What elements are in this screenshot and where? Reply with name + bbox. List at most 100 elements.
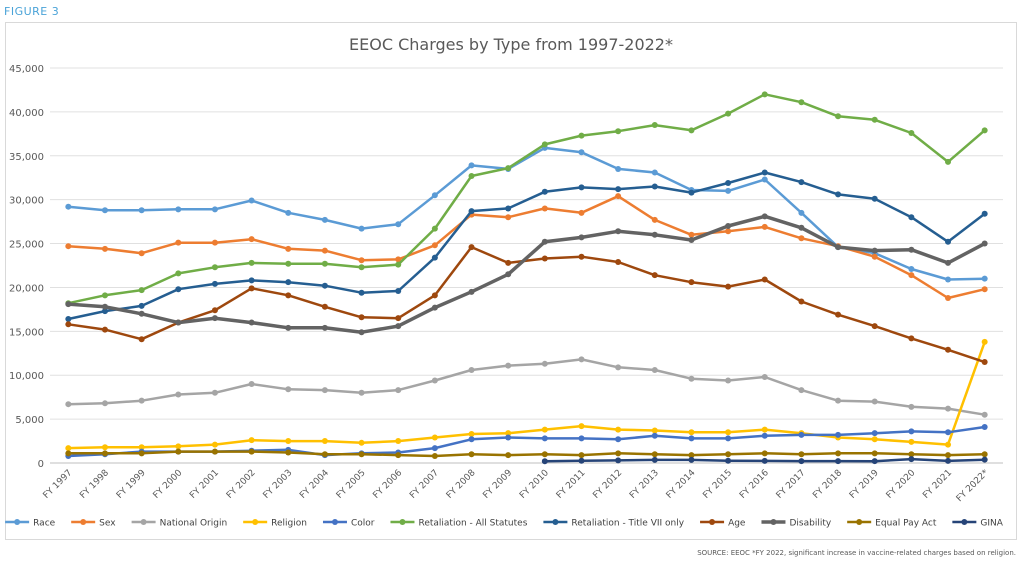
data-point [322, 283, 328, 289]
data-point [652, 217, 658, 223]
data-point [688, 429, 694, 435]
data-point [798, 210, 804, 216]
data-point [835, 113, 841, 119]
data-point [725, 429, 731, 435]
legend-item: Age [700, 519, 746, 529]
legend-swatch-marker [141, 519, 147, 525]
data-point [505, 260, 511, 266]
data-point [945, 442, 951, 448]
data-point [212, 307, 218, 313]
data-point [578, 458, 584, 464]
legend-swatch-marker [399, 519, 405, 525]
legend-label: Religion [271, 519, 307, 529]
legend: Race Sex National Origin Religion Color Retal… [5, 519, 1004, 529]
series-lines [65, 91, 987, 464]
data-point [212, 449, 218, 455]
data-point [652, 433, 658, 439]
gridlines [50, 68, 1003, 463]
x-tick-label: FY 1999 [115, 468, 148, 501]
data-point [688, 127, 694, 133]
legend-label: Equal Pay Act [875, 519, 937, 529]
series-line [68, 216, 984, 332]
data-point [762, 427, 768, 433]
data-point [725, 435, 731, 441]
series-line [68, 342, 984, 448]
data-point [872, 248, 878, 254]
source-note: SOURCE: EEOC *FY 2022, significant incre… [697, 549, 1016, 557]
legend-item: Sex [71, 519, 116, 529]
x-tick-label: FY 2003 [262, 468, 295, 501]
data-point [688, 232, 694, 238]
data-point [139, 311, 145, 317]
data-point [542, 458, 548, 464]
data-point [542, 361, 548, 367]
data-point [982, 457, 988, 463]
legend-label: Disability [789, 519, 831, 529]
data-point [395, 221, 401, 227]
data-point [322, 325, 328, 331]
data-point [432, 445, 438, 451]
data-point [982, 424, 988, 430]
data-point [102, 444, 108, 450]
data-point [798, 179, 804, 185]
data-point [945, 429, 951, 435]
series-line [68, 452, 984, 456]
data-point [395, 315, 401, 321]
y-tick-label: 0 [38, 459, 44, 470]
data-point [285, 210, 291, 216]
legend-swatch-marker [332, 519, 338, 525]
x-tick-label: FY 1997 [42, 468, 75, 501]
data-point [615, 228, 621, 234]
data-point [615, 457, 621, 463]
data-point [102, 450, 108, 456]
data-point [578, 435, 584, 441]
data-point [505, 363, 511, 369]
legend-item: Equal Pay Act [847, 519, 937, 529]
data-point [139, 336, 145, 342]
x-tick-label: FY 2022* [955, 468, 991, 504]
legend-swatch-marker [14, 519, 20, 525]
data-point [798, 387, 804, 393]
data-point [835, 398, 841, 404]
y-tick-label: 35,000 [9, 152, 44, 163]
data-point [835, 450, 841, 456]
series-retaliation-title-vii-only [65, 169, 987, 322]
data-point [615, 128, 621, 134]
series-line [68, 247, 984, 362]
data-point [982, 451, 988, 457]
legend-label: Sex [99, 519, 116, 529]
legend-label: Retaliation - All Statutes [418, 519, 527, 529]
data-point [249, 437, 255, 443]
data-point [212, 315, 218, 321]
x-tick-label: FY 2018 [811, 468, 844, 501]
data-point [982, 211, 988, 217]
data-point [285, 449, 291, 455]
data-point [578, 184, 584, 190]
data-point [395, 438, 401, 444]
data-point [945, 295, 951, 301]
data-point [65, 450, 71, 456]
data-point [322, 304, 328, 310]
data-point [542, 427, 548, 433]
data-point [102, 304, 108, 310]
data-point [798, 99, 804, 105]
data-point [688, 435, 694, 441]
data-point [945, 458, 951, 464]
x-tick-label: FY 2005 [335, 468, 368, 501]
x-tick-label: FY 2008 [445, 468, 478, 501]
data-point [945, 159, 951, 165]
data-point [469, 162, 475, 168]
data-point [725, 223, 731, 229]
x-tick-label: FY 2012 [591, 468, 624, 501]
series-age [65, 244, 987, 365]
data-point [322, 261, 328, 267]
data-point [212, 442, 218, 448]
data-point [945, 277, 951, 283]
data-point [175, 392, 181, 398]
data-point [395, 387, 401, 393]
data-point [725, 111, 731, 117]
data-point [285, 261, 291, 267]
data-point [249, 277, 255, 283]
x-tick-label: FY 2007 [408, 468, 441, 501]
legend-label: Color [351, 519, 375, 529]
